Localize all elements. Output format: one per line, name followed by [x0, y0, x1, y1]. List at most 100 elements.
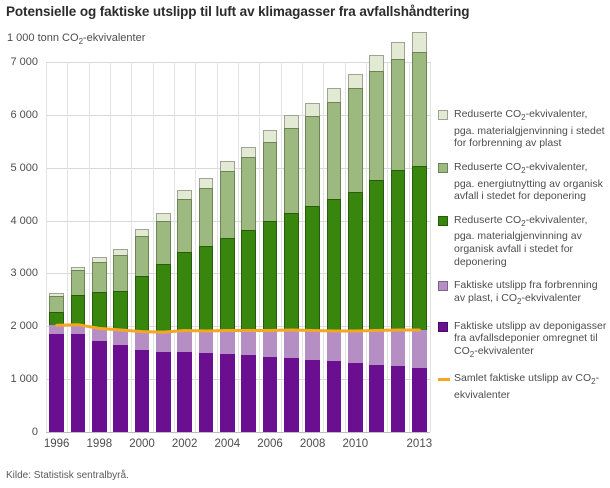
- bar-1996[interactable]: [49, 293, 65, 432]
- y-axis-tick-label: 7 000: [10, 56, 38, 68]
- bar-segment: [369, 330, 385, 365]
- x-axis-tick-label: 2004: [214, 438, 241, 450]
- vertical-gridline: [387, 62, 388, 432]
- bar-2001[interactable]: [155, 213, 171, 432]
- vertical-gridline: [409, 62, 410, 432]
- legend-item-landfill_gas_actual[interactable]: Faktiske utslipp av deponigasser fra avf…: [438, 320, 608, 362]
- bar-1997[interactable]: [70, 266, 86, 432]
- bar-segment: [283, 358, 299, 432]
- bar-segment: [91, 340, 107, 432]
- bar-segment: [305, 359, 321, 432]
- vertical-gridline: [345, 62, 346, 432]
- bar-segment: [155, 351, 171, 432]
- legend-item-plastic_incineration_actual[interactable]: Faktiske utslipp fra forbrenning av plas…: [438, 279, 608, 308]
- legend-item-plastic_recycling_reduction[interactable]: Reduserte CO2-ekvivalenter, pga. materia…: [438, 108, 608, 150]
- bar-segment: [305, 103, 321, 116]
- bar-segment: [177, 189, 193, 199]
- bar-segment: [241, 230, 257, 331]
- bar-segment: [262, 130, 278, 142]
- bar-segment: [155, 213, 171, 222]
- legend-swatch-icon: [438, 215, 448, 226]
- bar-segment: [134, 276, 150, 332]
- bar-1999[interactable]: [113, 248, 129, 432]
- bar-2002[interactable]: [177, 189, 193, 432]
- bar-segment: [198, 178, 214, 188]
- x-axis-tick-label: 2008: [299, 438, 326, 450]
- bar-segment: [241, 157, 257, 231]
- x-axis-tick-label: 2013: [406, 438, 433, 450]
- bar-2009[interactable]: [326, 88, 342, 432]
- legend-label: Reduserte CO2-ekvivalenter, pga. energiu…: [454, 160, 603, 203]
- bar-segment: [411, 32, 427, 52]
- vertical-gridline: [366, 62, 367, 432]
- y-axis-tick-label: 6 000: [10, 108, 38, 121]
- bar-segment: [134, 331, 150, 350]
- legend-item-organic_material_reduction[interactable]: Reduserte CO2-ekvivalenter, pga. materia…: [438, 214, 608, 268]
- bar-segment: [326, 361, 342, 432]
- bar-segment: [70, 334, 86, 432]
- bar-1998[interactable]: [91, 256, 107, 432]
- bar-segment: [305, 330, 321, 360]
- vertical-gridline: [46, 62, 47, 432]
- legend-item-organic_energy_reduction[interactable]: Reduserte CO2-ekvivalenter, pga. energiu…: [438, 161, 608, 203]
- vertical-gridline: [195, 62, 196, 432]
- bar-segment: [283, 330, 299, 358]
- bar-segment: [49, 293, 65, 296]
- bar-2013[interactable]: [411, 32, 427, 432]
- bar-segment: [219, 237, 235, 331]
- legend-item-total_actual_line[interactable]: Samlet faktiske utslipp av CO2-ekvivalen…: [438, 372, 608, 401]
- bar-segment: [262, 330, 278, 357]
- bar-2000[interactable]: [134, 228, 150, 432]
- bar-segment: [70, 294, 86, 325]
- x-axis-tick-label: 2006: [257, 438, 283, 450]
- y-axis-unit-label: 1 000 tonn CO2-ekvivalenter: [7, 32, 146, 47]
- legend-label: Faktiske utslipp fra forbrenning av plas…: [454, 279, 598, 306]
- bar-segment: [219, 330, 235, 355]
- bar-segment: [134, 235, 150, 277]
- bar-segment: [369, 55, 385, 72]
- x-axis-tick-label: 1998: [86, 438, 113, 450]
- page-title: Potensielle og faktiske utslipp til luft…: [6, 4, 470, 19]
- bar-2005[interactable]: [241, 146, 257, 432]
- bar-segment: [70, 266, 86, 271]
- x-axis-tick-label: 2000: [129, 438, 155, 450]
- bar-2011[interactable]: [369, 55, 385, 432]
- bar-2008[interactable]: [305, 103, 321, 432]
- vertical-gridline: [323, 62, 324, 432]
- x-axis-tick-label: 2002: [171, 438, 198, 450]
- bar-segment: [113, 254, 129, 291]
- bar-segment: [198, 245, 214, 332]
- bar-segment: [155, 221, 171, 265]
- x-axis-tick-label: 2010: [342, 438, 369, 450]
- bar-2007[interactable]: [283, 115, 299, 432]
- legend-swatch-icon: [438, 378, 450, 382]
- bar-segment: [91, 328, 107, 341]
- y-axis-tick-label: 3 000: [10, 267, 38, 280]
- bar-segment: [262, 356, 278, 432]
- bar-segment: [262, 221, 278, 331]
- bar-segment: [91, 292, 107, 329]
- bar-2006[interactable]: [262, 130, 278, 432]
- bar-segment: [369, 71, 385, 180]
- bar-2004[interactable]: [219, 161, 235, 432]
- bar-segment: [283, 213, 299, 330]
- y-axis-tick-label: 2 000: [10, 320, 38, 333]
- bar-segment: [411, 368, 427, 432]
- total-line-series: [55, 323, 421, 334]
- bar-segment: [326, 101, 342, 200]
- legend-label: Reduserte CO2-ekvivalenter, pga. materia…: [454, 213, 588, 268]
- legend-label: Samlet faktiske utslipp av CO2-ekvivalen…: [454, 372, 600, 402]
- y-axis-tick-label: 1 000: [10, 373, 38, 386]
- y-axis-tick-label: 4 000: [10, 214, 38, 227]
- bar-segment: [134, 228, 150, 236]
- bar-segment: [219, 171, 235, 238]
- bar-segment: [241, 355, 257, 432]
- bar-segment: [262, 141, 278, 222]
- bar-2012[interactable]: [390, 41, 406, 432]
- vertical-gridline: [110, 62, 111, 432]
- bar-2003[interactable]: [198, 178, 214, 432]
- bar-segment: [390, 41, 406, 60]
- bar-2010[interactable]: [347, 74, 363, 432]
- legend-swatch-icon: [438, 281, 448, 292]
- gridline: [46, 432, 430, 433]
